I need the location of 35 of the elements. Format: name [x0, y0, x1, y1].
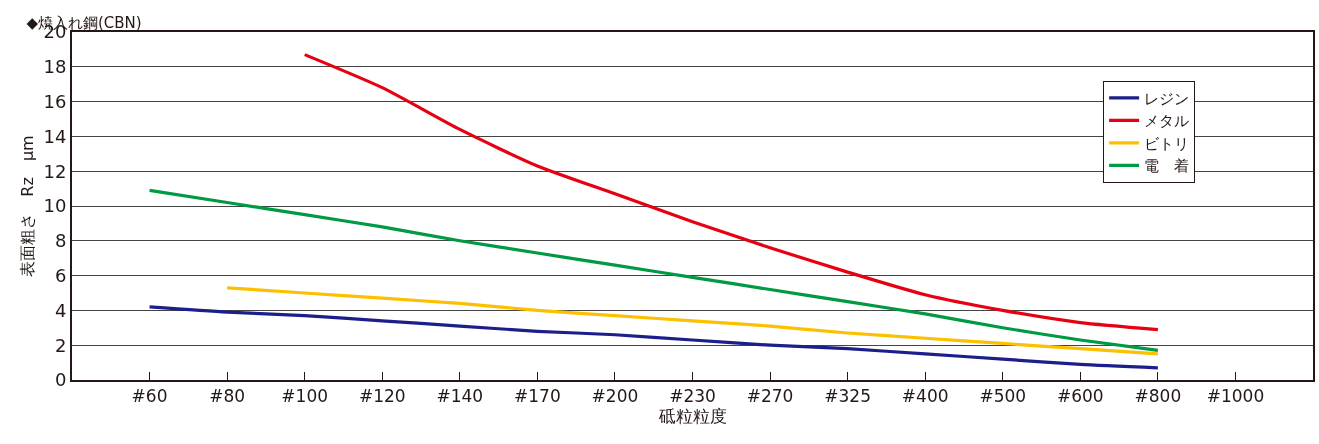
y-tick-label: 10 [43, 195, 67, 217]
legend-label: 電 着 [1144, 157, 1190, 176]
x-tick-label: #600 [1056, 386, 1104, 407]
line-series [303, 53, 1160, 332]
x-tick-label: #170 [514, 386, 561, 407]
x-tick-label: #1000 [1206, 386, 1265, 407]
x-tick-label: #230 [669, 386, 716, 407]
y-axis-title: 表面粗さ Rz μm [17, 135, 37, 277]
x-tick-label: #120 [358, 386, 406, 407]
legend-label: レジン [1144, 89, 1190, 108]
x-axis-title: 砥粒粒度 [657, 406, 727, 427]
x-tick-label: #500 [979, 386, 1027, 407]
x-tick-label: #800 [1134, 386, 1182, 407]
x-tick-label: #100 [281, 386, 329, 407]
legend-label: メタル [1144, 112, 1190, 131]
x-tick-label: #400 [901, 386, 949, 407]
y-tick-label: 8 [54, 230, 67, 252]
x-tick-label: #60 [131, 386, 168, 407]
x-tick-label: #200 [591, 386, 639, 407]
y-tick-label: 14 [43, 125, 67, 147]
line-series [147, 188, 1160, 353]
legend-label: ビトリ [1144, 134, 1190, 153]
x-tick-label: #80 [209, 386, 246, 407]
x-tick-label: #140 [436, 386, 484, 407]
line-series [147, 305, 1160, 370]
x-tick-label: #325 [824, 386, 871, 407]
y-tick-label: 4 [54, 299, 67, 321]
y-tick-label: 18 [43, 56, 67, 78]
line-series [225, 286, 1160, 356]
y-tick-label: 6 [54, 264, 67, 286]
x-tick-label: #270 [746, 386, 794, 407]
y-tick-label: 0 [54, 369, 67, 391]
y-tick-label: 2 [54, 334, 67, 356]
y-tick-label: 16 [43, 90, 67, 112]
y-tick-label: 12 [43, 160, 67, 182]
